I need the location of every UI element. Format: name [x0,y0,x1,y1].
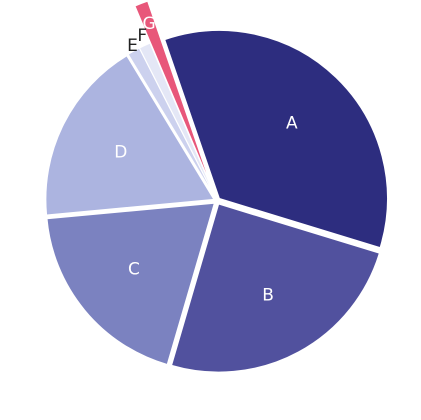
slice-label-g: G [143,14,156,34]
pie-slice-f [138,42,217,199]
slice-label-d: D [114,143,127,163]
pie-slice-b [171,203,380,373]
slices-layer [45,0,388,373]
labels-layer: A B C D E FG [114,14,298,306]
slice-label-b: B [262,286,274,306]
pie-slice-a [164,30,388,249]
pie-slice-c [46,202,215,365]
slice-label-c: C [128,260,140,280]
slice-label-f: F [137,26,147,46]
pie-slice-d [45,55,215,216]
slice-label-a: A [286,114,298,134]
pie-slice-g [134,0,212,188]
slice-label-e: E [127,36,138,56]
